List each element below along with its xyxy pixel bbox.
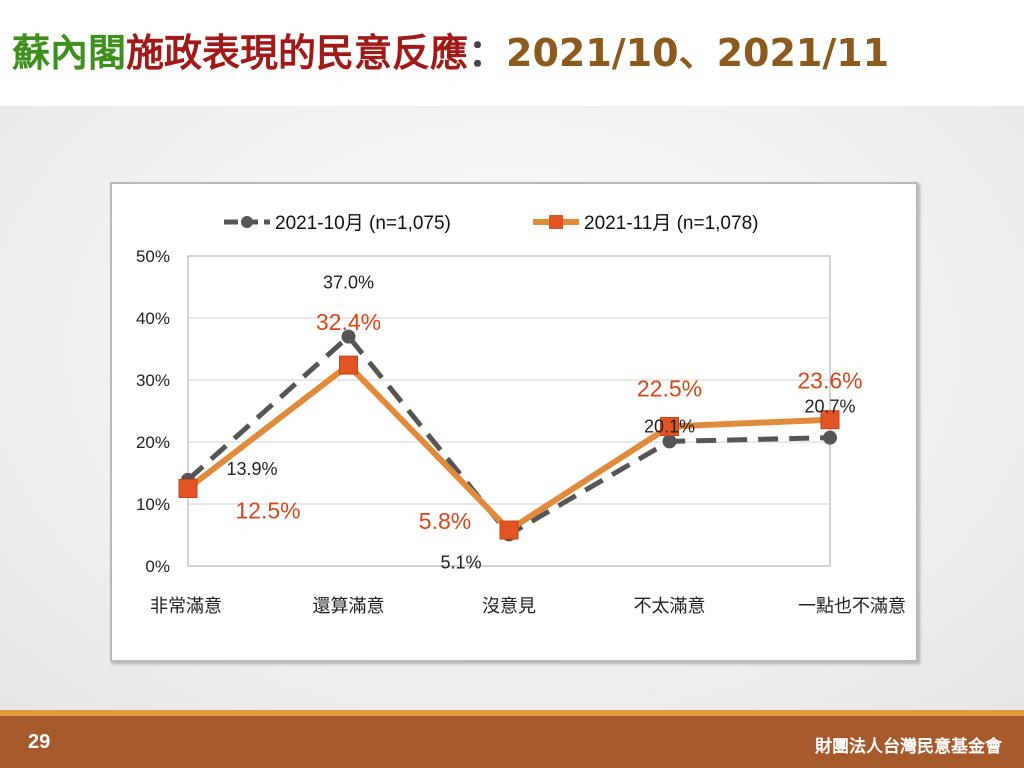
- y-tick-label: 50%: [136, 247, 170, 266]
- x-tick-label: 不太滿意: [634, 596, 706, 616]
- slide-title: 蘇內閣施政表現的民意反應：2021/10、2021/11: [12, 34, 889, 72]
- series-nov-marker: [178, 479, 198, 498]
- series-nov-marker: [339, 355, 358, 375]
- y-tick-label: 20%: [136, 433, 170, 452]
- legend-nov-label: 2021-11月 (n=1,078): [584, 213, 758, 234]
- line-chart: 0%10%20%30%40%50% 非常滿意 還算滿意 沒意見 不太滿意 一點也不滿意 …: [136, 213, 906, 616]
- series-nov-data-label: 22.5%: [637, 376, 702, 402]
- footer-accent-line: [0, 710, 1024, 716]
- legend-nov-swatch-marker: [549, 215, 563, 229]
- y-tick-label: 30%: [136, 371, 170, 390]
- series-nov-data-label: 12.5%: [235, 498, 300, 524]
- y-tick-label: 10%: [136, 495, 170, 514]
- series-oct-data-label: 20.1%: [644, 416, 695, 436]
- series-nov-marker: [820, 410, 840, 430]
- x-tick-label: 還算滿意: [313, 596, 385, 616]
- y-tick-label: 40%: [136, 309, 170, 328]
- x-tick-label: 沒意見: [482, 596, 536, 616]
- title-part-topic: 施政表現的民意反應: [126, 31, 469, 75]
- series-nov-data-label: 32.4%: [316, 309, 381, 335]
- series-oct-data-label: 37.0%: [323, 273, 374, 293]
- series-nov-marker: [499, 520, 519, 540]
- series-oct-marker: [662, 434, 677, 449]
- series-nov-data-label: 5.8%: [419, 508, 471, 534]
- chart-frame: 0% 10% 20% 30% 40% 50% 非常滿意 還算滿意 沒意見 不太滿意 一點也不滿意 …: [110, 182, 918, 662]
- legend-oct-swatch-marker: [241, 216, 253, 228]
- title-bar: 蘇內閣施政表現的民意反應：2021/10、2021/11: [0, 0, 1024, 106]
- title-part-dates: 2021/10、2021/11: [506, 31, 890, 75]
- page-number: 29: [28, 731, 51, 753]
- title-part-cabinet: 蘇內閣: [12, 31, 127, 75]
- x-tick-label: 一點也不滿意: [798, 596, 906, 616]
- footer-bar: 29 財團法人台灣民意基金會: [0, 716, 1024, 768]
- title-separator: ：: [468, 31, 507, 75]
- series-nov-data-label: 23.6%: [797, 368, 862, 394]
- series-nov-marker: [660, 417, 679, 436]
- legend-oct-label: 2021-10月 (n=1,075): [275, 213, 451, 234]
- series-oct-data-label: 13.9%: [226, 459, 277, 479]
- x-tick-label: 非常滿意: [150, 596, 222, 616]
- series-oct-marker: [823, 430, 837, 445]
- series-oct-data-label: 5.1%: [440, 552, 481, 572]
- organization-name: 財團法人台灣民意基金會: [815, 737, 1002, 757]
- y-tick-label: 0%: [145, 557, 170, 576]
- series-oct-data-label: 20.7%: [804, 397, 855, 417]
- series-oct-marker: [341, 329, 356, 344]
